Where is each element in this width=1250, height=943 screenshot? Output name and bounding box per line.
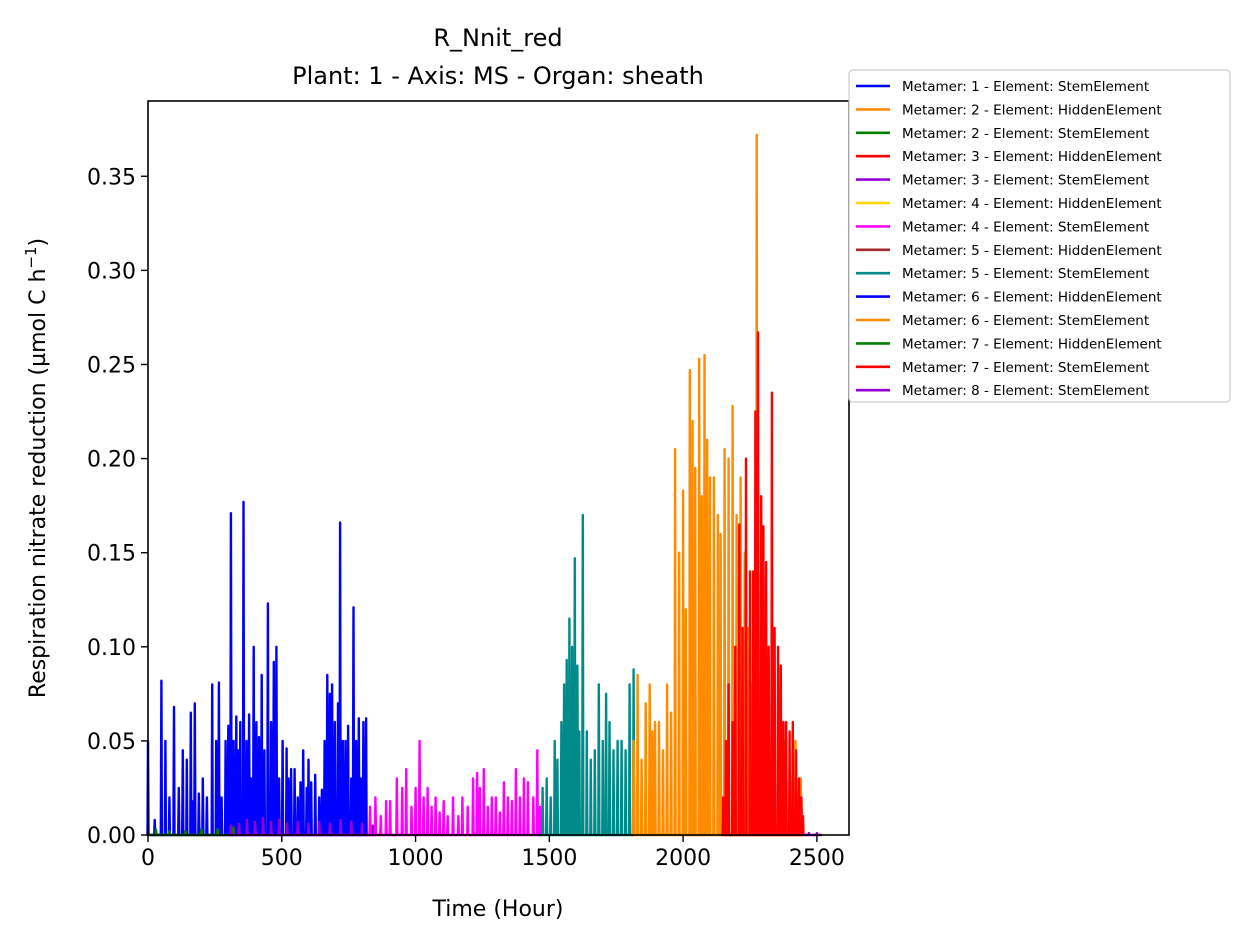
legend-label: Metamer: 2 - Element: StemElement bbox=[902, 126, 1149, 142]
x-tick-label: 0 bbox=[141, 846, 155, 871]
legend-item: Metamer: 3 - Element: StemElement bbox=[856, 173, 1149, 189]
y-tick-label: 0.25 bbox=[87, 353, 136, 378]
y-tick-label: 0.30 bbox=[87, 259, 136, 284]
axes-frame bbox=[147, 100, 850, 836]
y-axis-label: Respiration nitrate reduction (µmol C h−… bbox=[22, 238, 51, 698]
legend-item: Metamer: 8 - Element: StemElement bbox=[856, 383, 1149, 399]
x-axis-ticks: 0 500 1000 1500 2000 2500 bbox=[141, 835, 845, 871]
chart-subtitle: Plant: 1 - Axis: MS - Organ: sheath bbox=[292, 62, 704, 90]
legend-label: Metamer: 2 - Element: HiddenElement bbox=[902, 102, 1162, 118]
legend-label: Metamer: 8 - Element: StemElement bbox=[902, 383, 1149, 399]
series-line-9 bbox=[538, 513, 636, 837]
legend-label: Metamer: 7 - Element: HiddenElement bbox=[902, 336, 1162, 352]
legend-item: Metamer: 6 - Element: HiddenElement bbox=[856, 290, 1162, 306]
legend-item: Metamer: 4 - Element: StemElement bbox=[856, 219, 1149, 235]
y-tick-label: 0.20 bbox=[87, 448, 136, 473]
chart-title: R_Nnit_red bbox=[433, 24, 562, 52]
y-axis-label-main: Respiration nitrate reduction (µmol C h bbox=[26, 269, 51, 699]
legend-item: Metamer: 5 - Element: HiddenElement bbox=[856, 243, 1162, 259]
legend-label: Metamer: 5 - Element: StemElement bbox=[902, 266, 1149, 282]
legend-item: Metamer: 7 - Element: HiddenElement bbox=[856, 336, 1162, 352]
legend-item: Metamer: 4 - Element: HiddenElement bbox=[856, 196, 1162, 212]
y-axis-label-superscript: −1 bbox=[22, 246, 40, 268]
y-tick-label: 0.35 bbox=[87, 165, 136, 190]
plot-area bbox=[146, 100, 850, 837]
legend-label: Metamer: 6 - Element: StemElement bbox=[902, 313, 1149, 329]
y-tick-label: 0.10 bbox=[87, 636, 136, 661]
y-tick-label: 0.05 bbox=[87, 730, 136, 755]
y-tick-label: 0.15 bbox=[87, 542, 136, 567]
legend-label: Metamer: 7 - Element: StemElement bbox=[902, 360, 1149, 376]
legend-item: Metamer: 5 - Element: StemElement bbox=[856, 266, 1149, 282]
legend-item: Metamer: 3 - Element: HiddenElement bbox=[856, 149, 1162, 165]
legend-items: Metamer: 1 - Element: StemElement Metamer… bbox=[856, 79, 1162, 399]
x-tick-label: 500 bbox=[261, 846, 303, 871]
legend-label: Metamer: 1 - Element: StemElement bbox=[902, 79, 1149, 95]
legend-box bbox=[848, 69, 1231, 403]
x-tick-label: 2000 bbox=[655, 846, 711, 871]
legend-label: Metamer: 4 - Element: StemElement bbox=[902, 219, 1149, 235]
legend-item: Metamer: 6 - Element: StemElement bbox=[856, 313, 1149, 329]
y-axis-label-close: ) bbox=[26, 238, 51, 247]
legend-label: Metamer: 5 - Element: HiddenElement bbox=[902, 243, 1162, 259]
x-axis-label: Time (Hour) bbox=[432, 897, 564, 922]
legend-item: Metamer: 2 - Element: StemElement bbox=[856, 126, 1149, 142]
series-line-1 bbox=[146, 500, 368, 837]
y-tick-label: 0.00 bbox=[87, 824, 136, 849]
legend-label: Metamer: 4 - Element: HiddenElement bbox=[902, 196, 1162, 212]
legend-item: Metamer: 1 - Element: StemElement bbox=[856, 79, 1149, 95]
legend: Metamer: 1 - Element: StemElement Metamer… bbox=[848, 69, 1231, 403]
x-tick-label: 2500 bbox=[789, 846, 845, 871]
y-axis-ticks: 0.00 0.05 0.10 0.15 0.20 0.25 0.30 0.35 bbox=[87, 165, 148, 849]
legend-item: Metamer: 2 - Element: HiddenElement bbox=[856, 102, 1162, 118]
legend-label: Metamer: 6 - Element: HiddenElement bbox=[902, 290, 1162, 306]
legend-item: Metamer: 7 - Element: StemElement bbox=[856, 360, 1149, 376]
x-tick-label: 1000 bbox=[388, 846, 444, 871]
legend-label: Metamer: 3 - Element: StemElement bbox=[902, 173, 1149, 189]
legend-label: Metamer: 3 - Element: HiddenElement bbox=[902, 149, 1162, 165]
x-tick-label: 1500 bbox=[521, 846, 577, 871]
